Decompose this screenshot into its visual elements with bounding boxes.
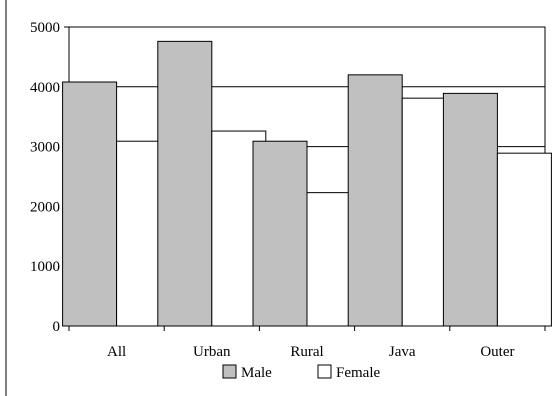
x-tick-label: Urban bbox=[193, 344, 231, 360]
y-tick-label: 5000 bbox=[30, 20, 60, 36]
y-tick-label: 1000 bbox=[30, 259, 60, 275]
y-tick-label: 0 bbox=[53, 319, 61, 335]
y-tick-label: 4000 bbox=[30, 80, 60, 96]
legend-swatch-female bbox=[317, 364, 332, 379]
bar-male-java bbox=[347, 74, 403, 327]
x-tick-label: Rural bbox=[290, 344, 323, 360]
x-tick-label: All bbox=[107, 344, 126, 360]
x-tick-label: Java bbox=[389, 344, 416, 360]
bar-female-outer bbox=[496, 152, 552, 327]
y-tick-label: 2000 bbox=[30, 199, 60, 215]
legend: Male Female bbox=[222, 364, 380, 381]
bar-male-outer bbox=[442, 92, 498, 327]
x-tick-label: Outer bbox=[480, 344, 514, 360]
bar-male-all bbox=[62, 81, 118, 327]
legend-label-male: Male bbox=[241, 365, 272, 381]
bar-male-urban bbox=[157, 40, 213, 327]
legend-label-female: Female bbox=[336, 365, 380, 381]
legend-swatch-male bbox=[222, 364, 237, 379]
bar-male-rural bbox=[252, 140, 308, 327]
plot-area: 0 1000 2000 3000 4000 5000 All Urban Rural Java Ou… bbox=[5, 0, 552, 396]
y-tick-label: 3000 bbox=[30, 140, 60, 156]
